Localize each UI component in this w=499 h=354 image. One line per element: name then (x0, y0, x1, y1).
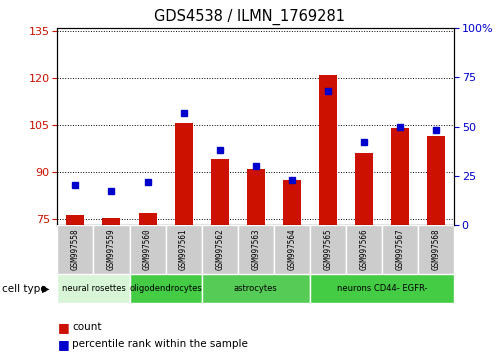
Bar (247, 169, 265, 225)
Bar (57, 274, 130, 303)
Bar (130, 274, 202, 303)
Text: ■: ■ (57, 321, 69, 334)
Bar (418, 225, 454, 274)
Text: GSM997561: GSM997561 (179, 228, 188, 270)
Bar (427, 136, 445, 225)
Bar (175, 124, 193, 225)
Text: neural rosettes: neural rosettes (61, 284, 125, 293)
Text: GSM997563: GSM997563 (251, 228, 260, 270)
Text: GSM997562: GSM997562 (215, 228, 224, 270)
Bar (310, 274, 454, 303)
Text: count: count (72, 322, 102, 332)
Text: GSM997558: GSM997558 (71, 228, 80, 270)
Text: GSM997568: GSM997568 (432, 228, 441, 270)
Text: ▶: ▶ (42, 284, 50, 293)
Bar (319, 75, 337, 225)
Bar (238, 225, 274, 274)
Bar (166, 225, 202, 274)
Bar (382, 225, 418, 274)
Bar (102, 218, 120, 225)
Bar (283, 179, 301, 225)
Text: cell type: cell type (2, 284, 47, 293)
Text: GSM997564: GSM997564 (287, 228, 296, 270)
Text: oligodendrocytes: oligodendrocytes (129, 284, 202, 293)
Text: astrocytes: astrocytes (234, 284, 277, 293)
Text: neurons CD44- EGFR-: neurons CD44- EGFR- (337, 284, 427, 293)
Text: GSM997559: GSM997559 (107, 228, 116, 270)
Bar (57, 225, 93, 274)
Bar (391, 128, 409, 225)
Text: GSM997567: GSM997567 (396, 228, 405, 270)
Text: ■: ■ (57, 338, 69, 351)
Bar (130, 225, 166, 274)
Text: GSM997565: GSM997565 (323, 228, 332, 270)
Bar (93, 225, 130, 274)
Bar (355, 153, 373, 225)
Bar (310, 225, 346, 274)
Bar (346, 225, 382, 274)
Text: GSM997566: GSM997566 (359, 228, 368, 270)
Bar (202, 274, 310, 303)
Bar (66, 215, 84, 225)
Bar (211, 159, 229, 225)
Text: percentile rank within the sample: percentile rank within the sample (72, 339, 248, 349)
Text: GDS4538 / ILMN_1769281: GDS4538 / ILMN_1769281 (154, 9, 345, 25)
Bar (274, 225, 310, 274)
Bar (202, 225, 238, 274)
Text: GSM997560: GSM997560 (143, 228, 152, 270)
Bar (139, 213, 157, 225)
